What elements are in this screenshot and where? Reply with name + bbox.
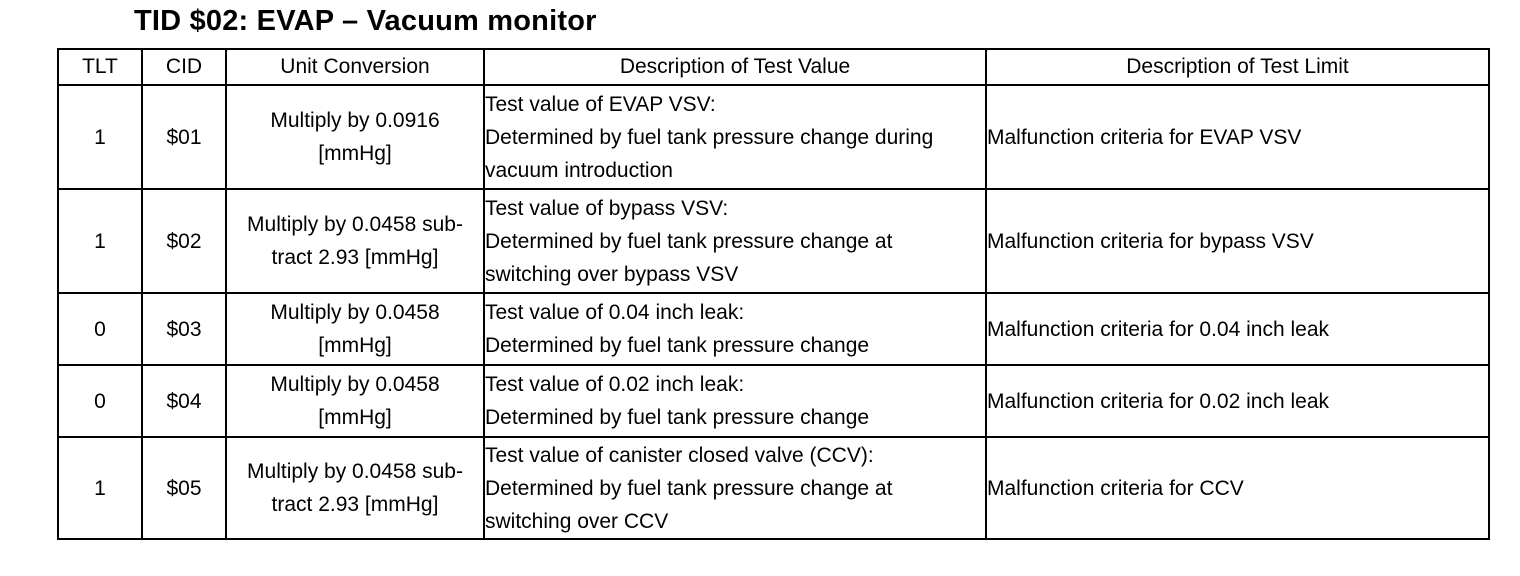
cid-cell: $03 [141,292,227,366]
header-test-value-description: Description of Test Value [483,48,987,86]
tlt-cell: 0 [57,292,143,366]
description-line: Test value of canister closed valve (CCV… [485,443,874,467]
table-row: 1 $01 Multiply by 0.0916 [mmHg] Test val… [57,84,1490,190]
tlt-cell: 1 [57,84,143,190]
unit-conversion-cell: Multiply by 0.0916 [mmHg] [225,84,485,190]
tlt-cell: 1 [57,436,143,540]
header-tlt: TLT [57,48,143,86]
tlt-cell: 0 [57,364,143,438]
conversion-line: Multiply by 0.0458 sub- [247,213,463,236]
test-value-description-cell: Test value of EVAP VSV: Determined by fu… [483,84,987,190]
conversion-line: [mmHg] [318,142,392,165]
conversion-line: tract 2.93 [mmHg] [271,246,439,269]
header-cid: CID [141,48,227,86]
description-line: Determined by fuel tank pressure change … [485,476,893,500]
table-row: 0 $04 Multiply by 0.0458 [mmHg] Test val… [57,364,1490,438]
table-row: 1 $02 Multiply by 0.0458 sub- tract 2.93… [57,188,1490,294]
tlt-cell: 1 [57,188,143,294]
description-line: Determined by fuel tank pressure change [485,334,870,357]
unit-conversion-cell: Multiply by 0.0458 [mmHg] [225,364,485,438]
conversion-line: [mmHg] [318,406,392,429]
table-header-row: TLT CID Unit Conversion Description of T… [57,48,1490,86]
test-value-description-cell: Test value of bypass VSV: Determined by … [483,188,987,294]
test-limit-cell: Malfunction criteria for 0.02 inch leak [985,364,1490,438]
table-row: 0 $03 Multiply by 0.0458 [mmHg] Test val… [57,292,1490,366]
page-title: TID $02: EVAP – Vacuum monitor [134,5,597,37]
test-value-description-cell: Test value of canister closed valve (CCV… [483,436,987,540]
cid-cell: $01 [141,84,227,190]
test-limit-cell: Malfunction criteria for bypass VSV [985,188,1490,294]
test-value-description-cell: Test value of 0.02 inch leak: Determined… [483,364,987,438]
description-line: Determined by fuel tank pressure change … [485,229,893,253]
header-test-limit-description: Description of Test Limit [985,48,1490,86]
test-data-table: TLT CID Unit Conversion Description of T… [57,48,1490,540]
description-line: Test value of bypass VSV: [485,196,729,220]
test-limit-cell: Malfunction criteria for EVAP VSV [985,84,1490,190]
description-line: switching over CCV [485,509,669,533]
conversion-line: [mmHg] [318,334,392,357]
description-line: Test value of EVAP VSV: [485,92,716,116]
conversion-line: Multiply by 0.0458 [270,373,440,396]
description-line: Test value of 0.04 inch leak: [485,301,745,324]
unit-conversion-cell: Multiply by 0.0458 sub- tract 2.93 [mmHg… [225,436,485,540]
description-line: switching over bypass VSV [485,262,739,286]
cid-cell: $02 [141,188,227,294]
conversion-line: tract 2.93 [mmHg] [271,493,439,516]
test-limit-cell: Malfunction criteria for 0.04 inch leak [985,292,1490,366]
unit-conversion-cell: Multiply by 0.0458 sub- tract 2.93 [mmHg… [225,188,485,294]
cid-cell: $05 [141,436,227,540]
unit-conversion-cell: Multiply by 0.0458 [mmHg] [225,292,485,366]
conversion-line: Multiply by 0.0458 [270,301,440,324]
description-line: Determined by fuel tank pressure change … [485,125,934,149]
table-row: 1 $05 Multiply by 0.0458 sub- tract 2.93… [57,436,1490,540]
description-line: Test value of 0.02 inch leak: [485,373,745,396]
conversion-line: Multiply by 0.0458 sub- [247,460,463,483]
conversion-line: Multiply by 0.0916 [270,109,440,132]
description-line: Determined by fuel tank pressure change [485,406,870,429]
test-limit-cell: Malfunction criteria for CCV [985,436,1490,540]
test-value-description-cell: Test value of 0.04 inch leak: Determined… [483,292,987,366]
description-line: vacuum introduction [485,158,673,182]
cid-cell: $04 [141,364,227,438]
header-unit-conversion: Unit Conversion [225,48,485,86]
